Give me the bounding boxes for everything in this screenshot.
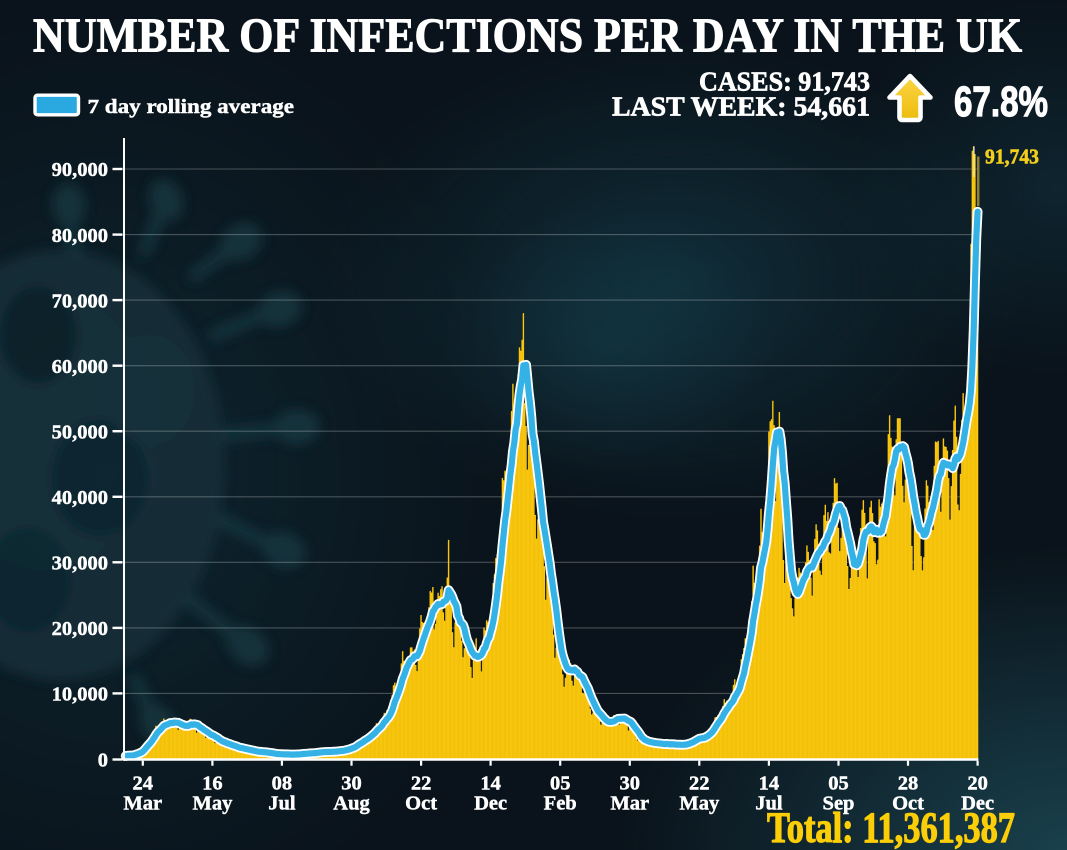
svg-text:0: 0 — [98, 750, 108, 772]
svg-text:20,000: 20,000 — [52, 618, 108, 640]
svg-text:30: 30 — [341, 773, 362, 795]
svg-text:05: 05 — [828, 773, 849, 795]
svg-text:60,000: 60,000 — [52, 356, 108, 378]
svg-text:May: May — [679, 793, 720, 815]
svg-text:90,000: 90,000 — [52, 159, 108, 181]
svg-text:14: 14 — [759, 773, 780, 795]
svg-text:30,000: 30,000 — [52, 553, 108, 575]
svg-text:Jul: Jul — [755, 793, 783, 815]
svg-text:CASES: 91,743: CASES: 91,743 — [699, 67, 870, 97]
svg-text:Feb: Feb — [544, 793, 577, 815]
svg-text:50,000: 50,000 — [52, 421, 108, 443]
svg-text:80,000: 80,000 — [52, 225, 108, 247]
svg-text:10,000: 10,000 — [52, 684, 108, 706]
svg-text:16: 16 — [202, 773, 223, 795]
svg-text:Mar: Mar — [123, 793, 162, 815]
svg-text:30: 30 — [620, 773, 641, 795]
svg-text:08: 08 — [272, 773, 293, 795]
svg-text:7 day rolling average: 7 day rolling average — [88, 96, 295, 118]
svg-text:Oct: Oct — [405, 793, 437, 815]
svg-text:May: May — [192, 793, 233, 815]
svg-text:22: 22 — [411, 773, 432, 795]
svg-text:Aug: Aug — [333, 793, 370, 815]
svg-text:Jul: Jul — [268, 793, 296, 815]
svg-text:Dec: Dec — [474, 793, 507, 815]
svg-text:Mar: Mar — [610, 793, 649, 815]
svg-text:Dec: Dec — [961, 793, 994, 815]
svg-text:70,000: 70,000 — [52, 290, 108, 312]
svg-text:24: 24 — [133, 773, 154, 795]
svg-text:NUMBER OF INFECTIONS PER DAY I: NUMBER OF INFECTIONS PER DAY IN THE UK — [33, 8, 1022, 63]
svg-text:Sep: Sep — [823, 793, 855, 815]
svg-text:05: 05 — [550, 773, 571, 795]
svg-text:20: 20 — [967, 773, 988, 795]
svg-text:Oct: Oct — [892, 793, 924, 815]
svg-text:91,743: 91,743 — [985, 145, 1039, 169]
svg-text:22: 22 — [689, 773, 710, 795]
svg-text:14: 14 — [480, 773, 501, 795]
svg-text:28: 28 — [898, 773, 919, 795]
svg-text:67.8%: 67.8% — [954, 78, 1048, 126]
svg-text:40,000: 40,000 — [52, 487, 108, 509]
svg-text:Total: 11,361,387: Total: 11,361,387 — [767, 805, 1015, 850]
svg-text:LAST WEEK: 54,661: LAST WEEK: 54,661 — [612, 92, 870, 122]
